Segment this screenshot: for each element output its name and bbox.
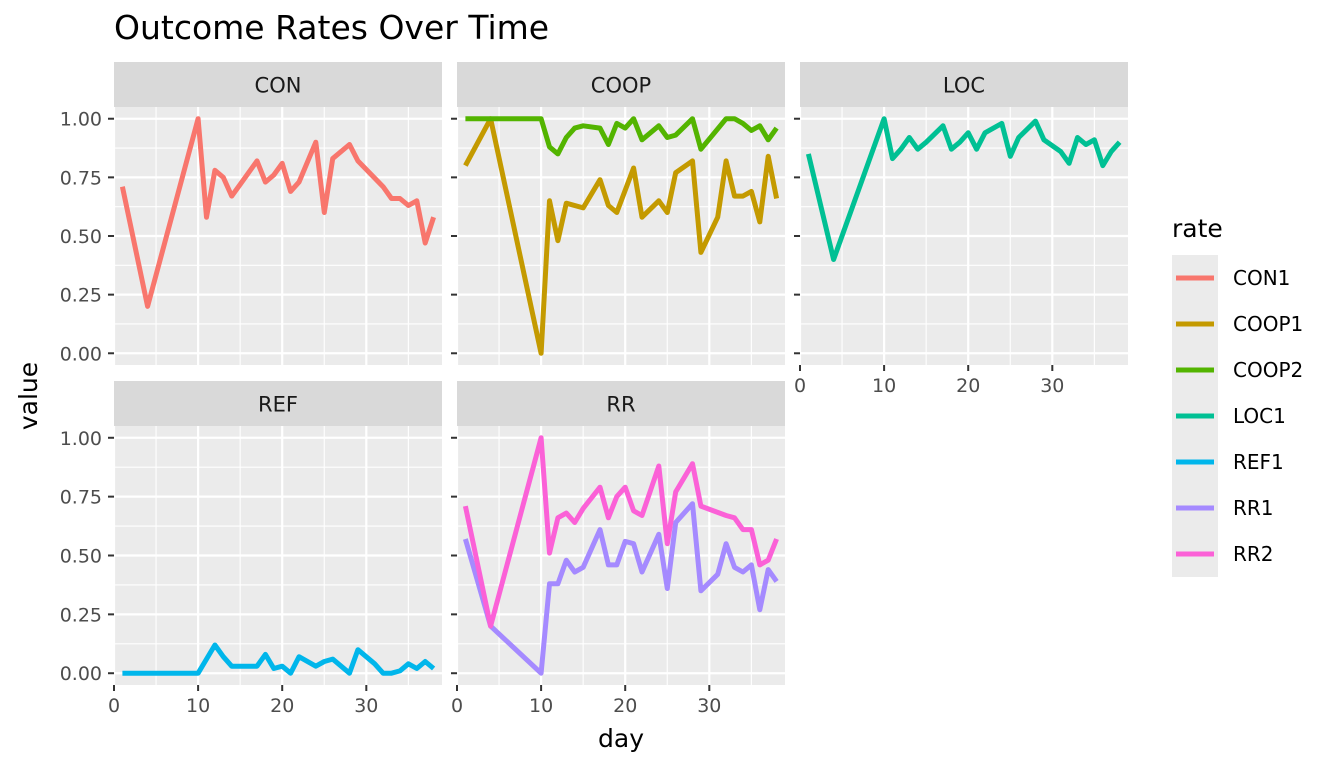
x-tick-label: 30 [1040,375,1064,397]
y-tick-label: 0.50 [60,546,102,568]
y-tick-label: 0.75 [60,487,102,509]
x-tick-label: 10 [186,695,210,717]
y-tick-label: 0.25 [60,285,102,307]
x-tick-label: 0 [108,695,120,717]
series-line-loc1 [805,116,1122,262]
x-tick-label: 10 [529,695,553,717]
x-tick-label: 30 [354,695,378,717]
series-line-con1 [119,116,436,309]
y-tick-label: 0.50 [60,226,102,248]
facet-strip-label: RR [606,393,635,417]
legend-label: CON1 [1233,266,1290,290]
facet-strip-label: REF [258,393,298,417]
x-axis-title: day [598,724,644,753]
facet-strip [457,381,785,426]
legend-label: LOC1 [1233,404,1286,428]
facet-strip-label: LOC [943,74,985,98]
x-tick-label: 30 [697,695,721,717]
legend-label: COOP2 [1233,358,1303,382]
chart-title: Outcome Rates Over Time [114,8,550,47]
y-tick-label: 0.75 [60,167,102,189]
y-tick-label: 1.00 [60,428,102,450]
x-tick-label: 20 [613,695,637,717]
facet-strip [800,62,1128,107]
y-axis-title: value [14,362,43,430]
series-line-ref1 [122,642,436,676]
legend-label: COOP1 [1233,312,1303,336]
facet-strip [457,62,785,107]
x-tick-label: 20 [270,695,294,717]
legend-title: rate [1172,214,1223,243]
facet-strip-label: CON [255,74,302,98]
series-line-coop1 [463,116,780,356]
legend-label: REF1 [1233,450,1284,474]
y-tick-label: 1.00 [60,109,102,131]
x-tick-label: 10 [872,375,896,397]
x-tick-label: 20 [956,375,980,397]
legend-label: RR2 [1233,542,1274,566]
y-tick-label: 0.00 [60,343,102,365]
y-tick-label: 0.00 [60,663,102,685]
facet-strip-label: COOP [591,74,651,98]
x-tick-label: 0 [451,695,463,717]
facet-strip [114,381,442,426]
facet-strip [114,62,442,107]
series-line-coop2 [465,116,779,157]
series-line-rr1 [462,501,779,676]
series-line-rr2 [462,435,779,629]
x-tick-label: 0 [794,375,806,397]
legend-label: RR1 [1233,496,1274,520]
y-tick-label: 0.25 [60,604,102,626]
